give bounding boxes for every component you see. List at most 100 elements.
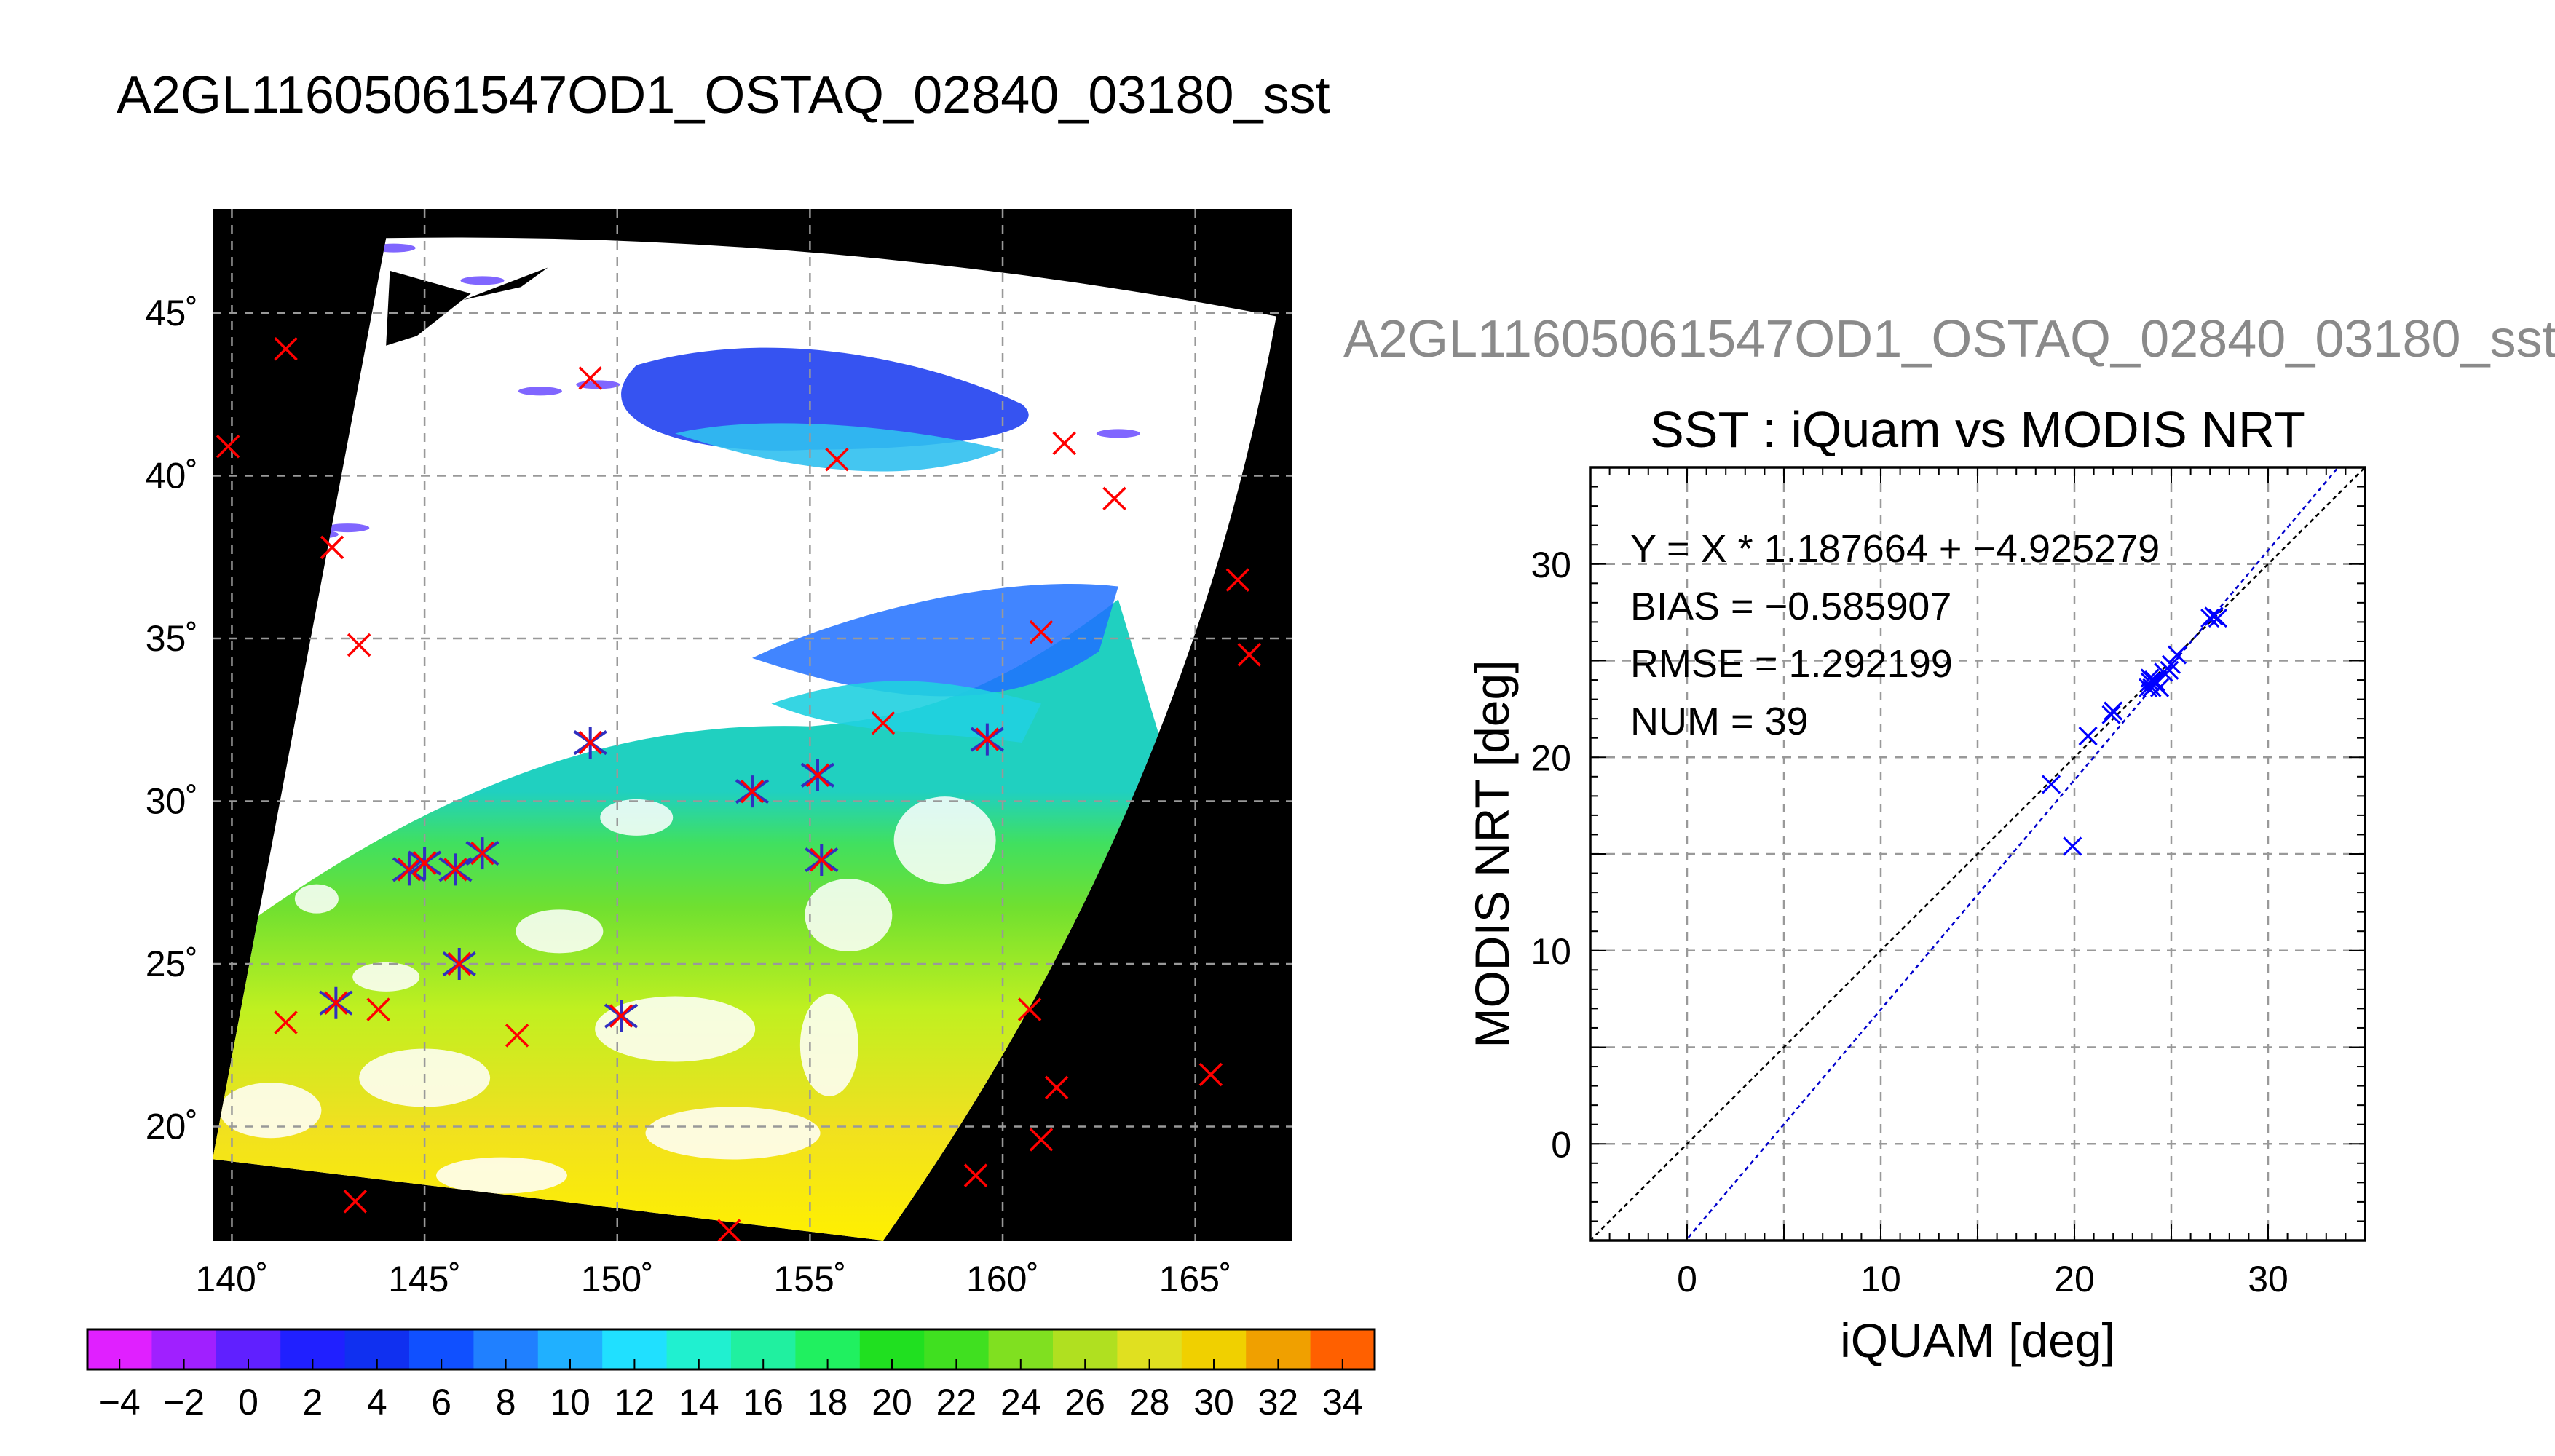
matchup-cross-3 xyxy=(975,727,1000,751)
matchup-marker-7 xyxy=(465,837,499,870)
iquam-marker-11 xyxy=(871,711,896,735)
cold-field-edge xyxy=(675,423,1003,472)
cloud-gap-3 xyxy=(219,1083,322,1139)
scatter-point-16 xyxy=(2140,668,2160,688)
iquam-marker-14-stroke-b xyxy=(505,1024,529,1048)
map-lat-tick-label: 45˚ xyxy=(146,293,198,333)
cloud-gap-6 xyxy=(645,1107,821,1160)
scatter-point-18-stroke-b xyxy=(2146,672,2165,692)
colorbar-tick-label: 4 xyxy=(367,1382,387,1423)
matchup-marker-0 xyxy=(573,727,607,759)
colorbar-tick-label: 6 xyxy=(431,1382,451,1423)
map-lat-tick-label: 20˚ xyxy=(146,1107,198,1147)
matchup-cross-5 xyxy=(412,851,437,875)
sst-colorbar: −4 −2 0 2 4 6 8 10 12 14 16 18 20 22 24 26 28 30 32 34 xyxy=(86,1328,1376,1423)
matchup-marker-3 xyxy=(970,723,1005,756)
cyan-patch-east xyxy=(771,681,1041,743)
cold-speck-1 xyxy=(460,276,505,285)
land-kuril xyxy=(463,267,548,301)
scatter-title: SST : iQuam vs MODIS NRT xyxy=(1650,401,2305,458)
scatter-point-14-stroke-b xyxy=(2208,609,2227,628)
scatter-point-3-stroke-b xyxy=(2101,705,2121,724)
iquam-marker-7 xyxy=(347,633,371,657)
matchup-marker-8 xyxy=(805,844,839,877)
iquam-marker-0-stroke-b xyxy=(274,336,298,361)
map-lon-tick-label: 165˚ xyxy=(1159,1259,1232,1299)
scatter-point-17 xyxy=(2154,662,2173,682)
sst-map: 140˚ 145˚ 150˚ 155˚ 160˚ 165˚ 20˚ 25˚ 30˚ 35˚ 40˚ 4… xyxy=(146,209,1292,1299)
cloud-gap-7 xyxy=(600,799,674,836)
matchup-cross-2-stroke-b xyxy=(805,763,830,788)
scatter-x-label: iQUAM [deg] xyxy=(1840,1313,2115,1367)
iquam-marker-0 xyxy=(274,336,298,361)
colorbar-tick-label: −4 xyxy=(99,1382,141,1423)
iquam-marker-16 xyxy=(1044,1075,1069,1100)
iquam-marker-21 xyxy=(717,1219,741,1241)
map-lat-tick-label: 25˚ xyxy=(146,943,198,984)
matchup-cross-5-stroke-b xyxy=(412,851,437,875)
cold-speck-3 xyxy=(518,387,562,396)
scatter-point-2 xyxy=(2078,726,2098,746)
iquam-marker-3 xyxy=(825,447,849,472)
scatter-point-1 xyxy=(2063,836,2082,856)
matchup-marker-6 xyxy=(438,853,473,886)
scatter-point-0-stroke-b xyxy=(2042,775,2061,794)
iquam-marker-17-stroke-b xyxy=(1198,1062,1223,1087)
scatter-y-tick-label: 10 xyxy=(1531,931,1571,972)
colorbar-frame xyxy=(86,1328,1376,1371)
iquam-marker-10-stroke-b xyxy=(1029,620,1054,644)
matchup-cross-8 xyxy=(810,847,834,872)
scatter-point-9-stroke-b xyxy=(2149,678,2170,697)
iquam-marker-8 xyxy=(1225,568,1250,592)
matchup-cross-0 xyxy=(578,730,602,755)
identity-line xyxy=(1590,467,2365,1241)
land-hokkaido xyxy=(386,270,471,346)
iquam-marker-9-stroke-b xyxy=(1237,643,1262,667)
iquam-marker-18 xyxy=(1029,1128,1054,1152)
cloud-gap-1 xyxy=(595,996,756,1062)
scatter-point-19 xyxy=(2204,606,2224,626)
iquam-marker-10 xyxy=(1029,620,1054,644)
scatter-point-12-stroke-b xyxy=(2167,645,2187,665)
scatter-y-tick-label: 30 xyxy=(1531,545,1571,585)
scatter-inner xyxy=(1590,467,2365,1241)
map-lon-tick-label: 155˚ xyxy=(773,1259,846,1299)
colorbar-tick-label: 2 xyxy=(302,1382,323,1423)
iquam-marker-13-stroke-b xyxy=(366,997,390,1021)
scatter-point-4-stroke-b xyxy=(2104,701,2123,721)
scatter-point-13-stroke-b xyxy=(2200,609,2220,628)
iquam-marker-6-stroke-b xyxy=(320,535,344,560)
scatter-x-tick-label: 20 xyxy=(2054,1259,2095,1299)
colorbar-tick-label: 0 xyxy=(238,1382,258,1423)
iquam-marker-1-stroke-b xyxy=(216,435,240,459)
iquam-marker-21-stroke-b xyxy=(717,1219,741,1241)
scatter-y-tick-label: 20 xyxy=(1531,737,1571,778)
colorbar-tick-label: 24 xyxy=(1000,1382,1041,1423)
matchup-cross-11-stroke-b xyxy=(609,1004,633,1028)
scatter-y-label: MODIS NRT [deg] xyxy=(1465,660,1519,1048)
colorbar-tick-label: 22 xyxy=(936,1382,977,1423)
scatter-point-12 xyxy=(2167,645,2187,665)
scatter-point-2-stroke-b xyxy=(2078,726,2098,746)
fit-line xyxy=(1684,467,2339,1241)
scatter-point-17-stroke-b xyxy=(2154,662,2173,682)
cold-speck-4 xyxy=(1096,429,1140,438)
matchup-cross-7 xyxy=(470,841,494,866)
iquam-marker-4-stroke-b xyxy=(1052,431,1076,456)
matchup-cross-1 xyxy=(740,779,765,804)
colorbar-tick-label: 12 xyxy=(615,1382,655,1423)
matchup-cross-6-stroke-b xyxy=(443,858,467,882)
iquam-marker-5 xyxy=(1102,486,1126,511)
scatter-y-tick-label: 0 xyxy=(1551,1124,1571,1165)
map-lon-tick-label: 145˚ xyxy=(388,1259,461,1299)
iquam-marker-7-stroke-b xyxy=(347,633,371,657)
colorbar-tick-label: 20 xyxy=(872,1382,912,1423)
colorbar-tick-label: 16 xyxy=(743,1382,783,1423)
scatter-x-tick-label: 0 xyxy=(1677,1259,1697,1299)
colorbar-tick-label: 10 xyxy=(550,1382,591,1423)
scatter-point-13 xyxy=(2200,609,2220,628)
scatter-point-14 xyxy=(2208,609,2227,628)
map-title: A2GL11605061547OD1_OSTAQ_02840_03180_sst xyxy=(117,66,1330,124)
scatter-point-10-stroke-b xyxy=(2160,660,2179,680)
matchup-marker-9 xyxy=(442,948,476,981)
